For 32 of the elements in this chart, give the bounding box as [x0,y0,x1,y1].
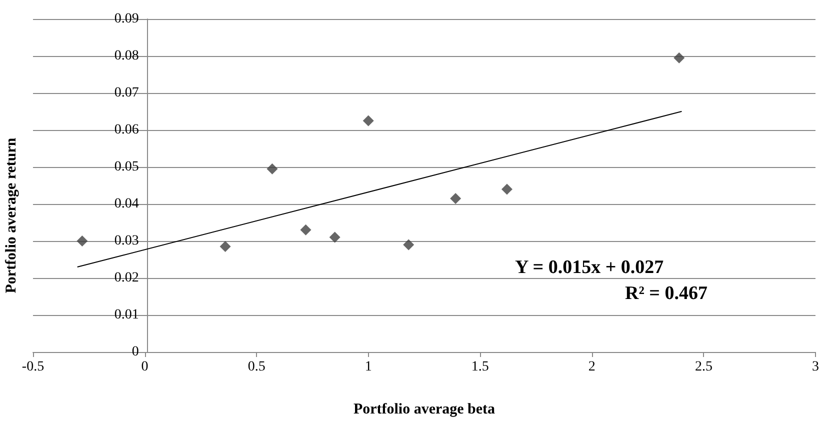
y-tick-label: 0 [132,344,139,360]
point [450,192,462,204]
y-tick-label: 0.02 [114,270,139,286]
x-axis-title: Portfolio average beta [353,402,496,418]
point [501,184,512,195]
x-tick-label: 1.5 [471,360,489,374]
point [674,52,685,64]
y-tick-label: 0.09 [114,12,139,26]
x-tick-label: 3 [812,360,819,374]
y-tick-label: 0.03 [114,234,139,248]
x-tick-label: 1 [364,360,372,374]
x-tick-label: 0.5 [248,360,266,374]
y-tick-label: 0.05 [114,160,139,174]
y-tick-label: 0.04 [114,196,139,212]
y-tick-label: 0.06 [114,122,139,138]
x-tick-label: -0.5 [22,360,44,374]
point [329,232,340,243]
y-tick-label: 0.01 [114,308,139,322]
point [362,115,374,126]
annotation: R² = 0.467 [625,283,708,304]
point [266,163,278,174]
y-axis-title: Portfolio average return [4,137,20,294]
x-tick-label: 2 [588,360,596,374]
y-tick-label: 0.08 [114,48,139,64]
point [76,236,88,246]
x-tick-label: 2.5 [694,360,712,374]
annotation: Y = 0.015x + 0.027 [515,257,664,278]
point [300,224,312,236]
x-tick-label: 0 [141,360,148,374]
point [220,241,231,252]
y-tick-label: 0.07 [114,86,139,100]
point [403,239,414,250]
